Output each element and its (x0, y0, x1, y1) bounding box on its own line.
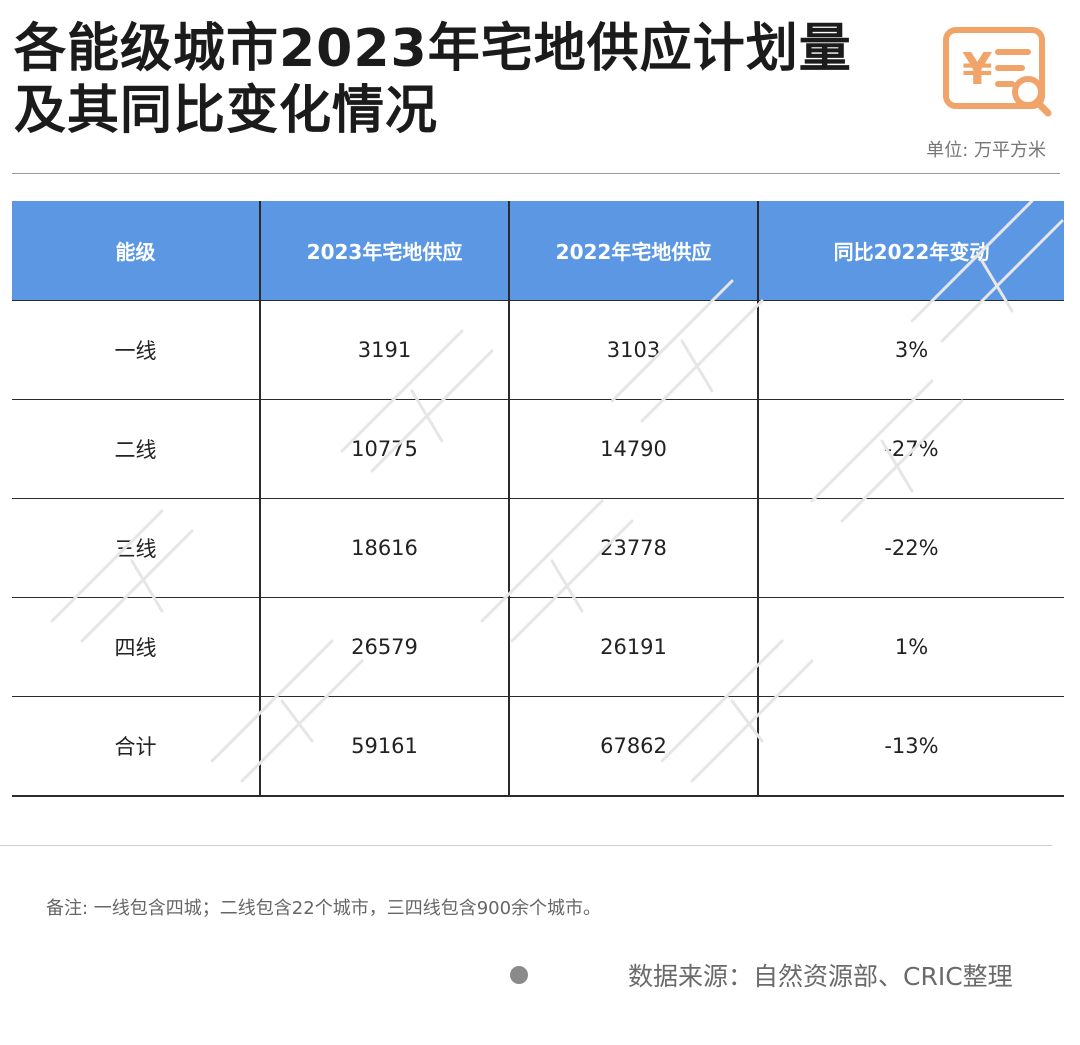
column-header: 2023年宅地供应 (259, 201, 509, 301)
supply-2022-cell: 14790 (508, 399, 758, 499)
bullet-dot-icon (510, 966, 528, 984)
tier-cell: 合计 (12, 696, 260, 797)
tier-cell: 二线 (12, 399, 260, 499)
tier-cell: 四线 (12, 597, 260, 697)
footnote: 备注: 一线包含四城；二线包含22个城市，三四线包含900余个城市。 (46, 898, 602, 919)
source-credit: 数据来源：自然资源部、CRIC整理 (628, 962, 1013, 991)
svg-text:¥: ¥ (962, 44, 993, 95)
column-header: 同比2022年变动 (757, 201, 1064, 301)
title-line-2: 及其同比变化情况 (14, 81, 439, 141)
supply-2023-cell: 10775 (259, 399, 509, 499)
supply-2022-cell: 23778 (508, 498, 758, 598)
yoy-change-cell: 3% (757, 300, 1064, 400)
title-line-1: 各能级城市2023年宅地供应计划量 (14, 19, 852, 79)
receipt-search-icon: ¥ (942, 26, 1054, 118)
tier-cell: 一线 (12, 300, 260, 400)
tier-cell: 三线 (12, 498, 260, 598)
supply-2022-cell: 3103 (508, 300, 758, 400)
yoy-change-cell: 1% (757, 597, 1064, 697)
table-row: 三线 18616 23778 -22% (12, 498, 1064, 598)
unit-label: 单位: 万平方米 (926, 140, 1046, 161)
footer-divider (0, 845, 1052, 846)
table-row: 合计 59161 67862 -13% (12, 696, 1064, 797)
page-title: 各能级城市2023年宅地供应计划量 及其同比变化情况 (14, 18, 914, 142)
table-row: 二线 10775 14790 -27% (12, 399, 1064, 499)
supply-2023-cell: 3191 (259, 300, 509, 400)
supply-2022-cell: 67862 (508, 696, 758, 797)
column-header: 能级 (12, 201, 260, 301)
yoy-change-cell: -13% (757, 696, 1064, 797)
column-header: 2022年宅地供应 (508, 201, 758, 301)
table-row: 一线 3191 3103 3% (12, 300, 1064, 400)
yoy-change-cell: -27% (757, 399, 1064, 499)
table-header-row: 能级 2023年宅地供应 2022年宅地供应 同比2022年变动 (12, 201, 1064, 301)
yoy-change-cell: -22% (757, 498, 1064, 598)
supply-table: 能级 2023年宅地供应 2022年宅地供应 同比2022年变动 一线 3191… (12, 201, 1064, 797)
supply-2023-cell: 59161 (259, 696, 509, 797)
supply-2023-cell: 26579 (259, 597, 509, 697)
table-row: 四线 26579 26191 1% (12, 597, 1064, 697)
supply-2022-cell: 26191 (508, 597, 758, 697)
title-divider (12, 173, 1060, 174)
supply-2023-cell: 18616 (259, 498, 509, 598)
data-table-container: 能级 2023年宅地供应 2022年宅地供应 同比2022年变动 一线 3191… (12, 201, 1064, 797)
